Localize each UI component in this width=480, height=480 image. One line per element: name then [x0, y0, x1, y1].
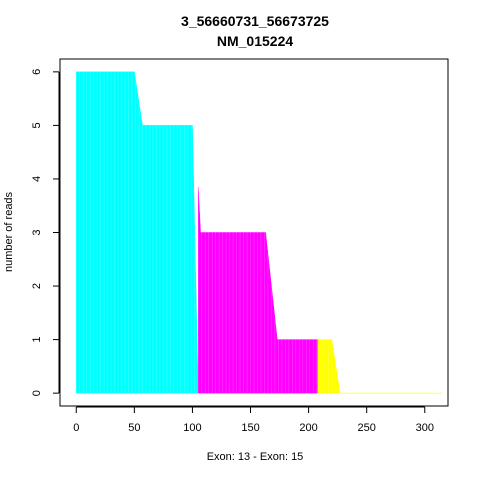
- chart-title: 3_56660731_56673725: [181, 13, 329, 29]
- plot-area: [75, 71, 443, 394]
- x-tick-label: 100: [183, 422, 201, 434]
- y-axis: 0 1 2 3 4 5 6: [31, 69, 60, 396]
- y-tick-label: 1: [31, 337, 43, 343]
- x-tick-label: 200: [299, 422, 317, 434]
- area-series-1: [76, 71, 199, 394]
- x-axis: 0 50 100 150 200 250 300: [73, 406, 434, 434]
- x-tick-label: 150: [241, 422, 259, 434]
- x-tick-label: 0: [73, 422, 79, 434]
- y-tick-label: 4: [31, 176, 43, 182]
- y-axis-label: number of reads: [3, 191, 15, 272]
- x-tick-label: 250: [358, 422, 376, 434]
- area-series-2: [197, 186, 319, 394]
- chart-subtitle: NM_015224: [217, 33, 293, 49]
- x-tick-label: 50: [128, 422, 140, 434]
- plot-frame: [59, 58, 449, 407]
- y-tick-label: 3: [31, 229, 43, 235]
- y-tick-label: 5: [31, 122, 43, 128]
- x-tick-label: 300: [416, 422, 434, 434]
- y-tick-label: 6: [31, 69, 43, 75]
- x-axis-label: Exon: 13 - Exon: 15: [207, 451, 304, 463]
- y-tick-label: 0: [31, 390, 43, 396]
- area-series-3: [317, 339, 443, 394]
- y-tick-label: 2: [31, 283, 43, 289]
